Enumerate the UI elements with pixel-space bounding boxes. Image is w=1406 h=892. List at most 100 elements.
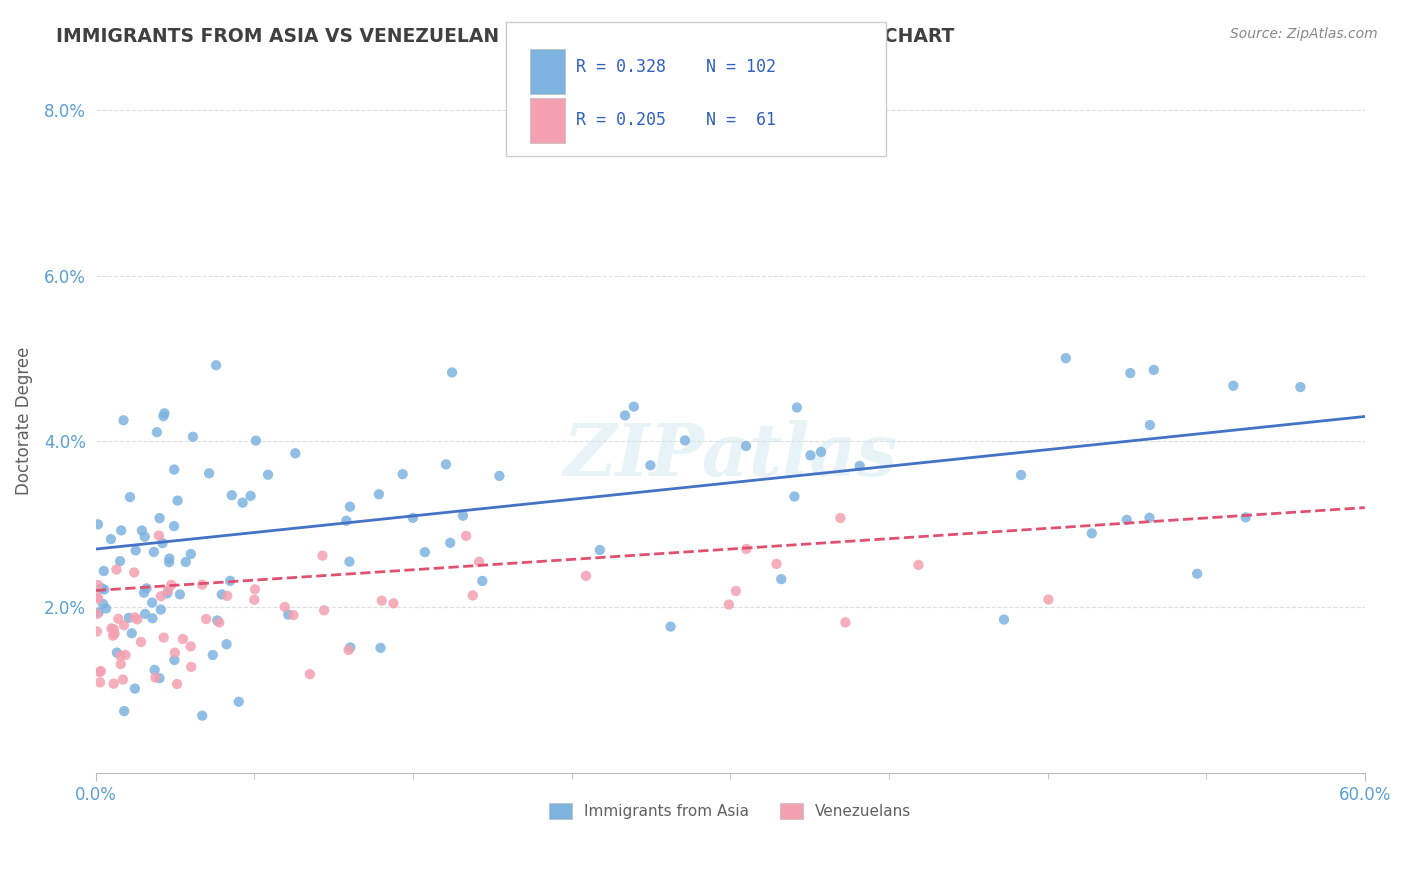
Point — [174, 555, 197, 569]
Point — [810, 445, 832, 459]
Point — [163, 462, 186, 476]
Point — [127, 612, 149, 626]
Point — [103, 623, 125, 637]
Point — [111, 673, 134, 687]
Point — [1234, 510, 1257, 524]
Point — [86, 607, 108, 621]
Point — [221, 488, 243, 502]
Point — [468, 555, 491, 569]
Point — [1115, 513, 1137, 527]
Point — [673, 434, 696, 448]
Text: IMMIGRANTS FROM ASIA VS VENEZUELAN DOCTORATE DEGREE CORRELATION CHART: IMMIGRANTS FROM ASIA VS VENEZUELAN DOCTO… — [56, 27, 955, 45]
Point — [367, 487, 389, 501]
Point — [148, 671, 170, 685]
Point — [100, 622, 122, 636]
Point — [770, 572, 793, 586]
Point — [575, 569, 598, 583]
Point — [1038, 592, 1060, 607]
Point — [129, 635, 152, 649]
Point — [149, 602, 172, 616]
Point — [118, 611, 141, 625]
Point — [135, 582, 157, 596]
Point — [735, 541, 758, 556]
Point — [89, 665, 111, 679]
Point — [87, 606, 110, 620]
Point — [180, 547, 202, 561]
Point — [277, 607, 299, 622]
Point — [148, 528, 170, 542]
Point — [90, 581, 112, 595]
Point — [125, 543, 148, 558]
Point — [166, 493, 188, 508]
Point — [181, 430, 204, 444]
Point — [103, 676, 125, 690]
Point — [659, 619, 682, 633]
Point — [454, 529, 477, 543]
Point — [215, 637, 238, 651]
Point — [434, 458, 457, 472]
Point — [830, 511, 852, 525]
Point — [152, 409, 174, 424]
Point — [163, 519, 186, 533]
Point — [198, 467, 221, 481]
Point — [134, 607, 156, 621]
Point — [283, 608, 305, 623]
Point — [245, 434, 267, 448]
Point — [441, 366, 464, 380]
Point — [91, 597, 114, 611]
Point — [735, 439, 758, 453]
Point — [471, 574, 494, 588]
Point — [1139, 418, 1161, 433]
Point — [439, 536, 461, 550]
Point — [1119, 366, 1142, 380]
Point — [118, 490, 141, 504]
Point — [94, 601, 117, 615]
Point — [799, 448, 821, 462]
Point — [614, 409, 637, 423]
Point — [228, 695, 250, 709]
Point — [724, 584, 747, 599]
Point — [1081, 526, 1104, 541]
Point — [488, 469, 510, 483]
Text: R = 0.205    N =  61: R = 0.205 N = 61 — [576, 112, 776, 129]
Point — [243, 592, 266, 607]
Point — [163, 653, 186, 667]
Point — [149, 589, 172, 603]
Point — [105, 646, 128, 660]
Point — [172, 632, 194, 646]
Point — [370, 640, 392, 655]
Point — [124, 610, 146, 624]
Text: R = 0.328    N = 102: R = 0.328 N = 102 — [576, 58, 776, 76]
Point — [211, 587, 233, 601]
Point — [284, 446, 307, 460]
Point — [156, 586, 179, 600]
Point — [104, 626, 127, 640]
Point — [993, 613, 1015, 627]
Point — [311, 549, 333, 563]
Point — [105, 563, 128, 577]
Point — [163, 646, 186, 660]
Point — [157, 555, 180, 569]
Point — [786, 401, 808, 415]
Point — [717, 598, 740, 612]
Point — [337, 643, 360, 657]
Point — [201, 648, 224, 662]
Point — [371, 593, 394, 607]
Point — [112, 413, 135, 427]
Point — [112, 618, 135, 632]
Point — [110, 657, 132, 672]
Point — [121, 626, 143, 640]
Point — [101, 629, 124, 643]
Point — [143, 663, 166, 677]
Point — [1222, 378, 1244, 392]
Point — [149, 511, 172, 525]
Point — [765, 557, 787, 571]
Point — [243, 582, 266, 597]
Point — [413, 545, 436, 559]
Point — [107, 612, 129, 626]
Point — [623, 400, 645, 414]
Point — [89, 675, 111, 690]
Point — [153, 406, 176, 420]
Point — [339, 555, 361, 569]
Point — [146, 425, 169, 440]
